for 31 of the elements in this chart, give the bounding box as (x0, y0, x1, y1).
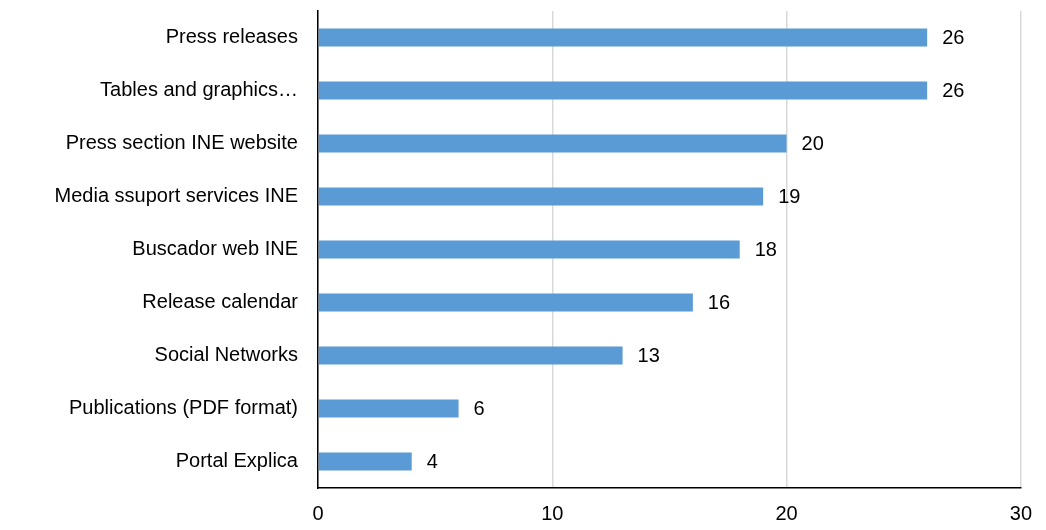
x-tick-label: 20 (775, 501, 798, 524)
y-tick-label: Portal Explica (175, 449, 299, 472)
data-label: 26 (942, 26, 965, 49)
x-tick-label: 30 (1009, 501, 1032, 524)
y-tick-label: Social Networks (154, 343, 298, 366)
x-tick-label: 10 (541, 501, 564, 524)
y-tick-label: Buscador web INE (132, 237, 298, 260)
bar (318, 293, 693, 312)
y-tick-label: Publications (PDF format) (69, 396, 298, 419)
bar (318, 81, 928, 100)
y-tick-label: Press releases (165, 25, 298, 48)
y-tick-label: Release calendar (142, 290, 299, 313)
data-label: 4 (426, 450, 438, 473)
bar (318, 187, 764, 206)
x-tick-label: 0 (312, 501, 324, 524)
data-label: 19 (778, 185, 801, 208)
data-label: 18 (754, 238, 777, 261)
data-label: 26 (942, 79, 965, 102)
data-label: 6 (473, 397, 485, 420)
y-tick-label: Media ssuport services INE (54, 184, 298, 207)
bar (318, 346, 623, 365)
bar (318, 240, 740, 259)
y-tick-label: Tables and graphics… (100, 78, 298, 101)
data-label: 16 (707, 291, 731, 314)
bar (318, 452, 412, 471)
y-tick-label: Press section INE website (65, 131, 298, 154)
data-label: 20 (801, 132, 824, 155)
data-label: 13 (637, 344, 660, 367)
bar (318, 399, 459, 418)
bar (318, 28, 928, 47)
bar (318, 134, 787, 153)
